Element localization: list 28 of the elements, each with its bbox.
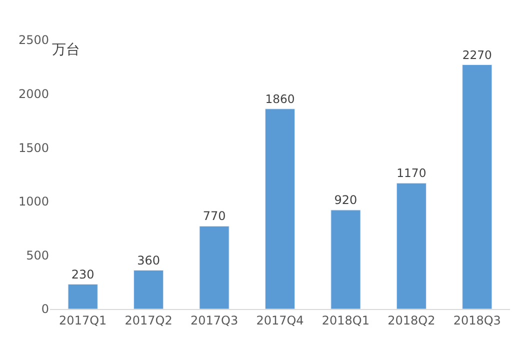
x-tick-label: 2018Q3 xyxy=(453,313,501,328)
data-label: 230 xyxy=(71,267,94,282)
bar xyxy=(199,226,230,309)
bar xyxy=(330,210,361,309)
data-label: 360 xyxy=(137,253,160,268)
x-tick-label: 2017Q3 xyxy=(190,313,238,328)
y-tick-label: 2500 xyxy=(18,33,49,48)
y-tick-label: 2000 xyxy=(18,87,49,101)
x-tick-label: 2018Q1 xyxy=(322,313,370,328)
y-tick-label: 500 xyxy=(26,248,49,262)
x-tick-label: 2017Q1 xyxy=(59,313,107,328)
y-axis-title: 万台 xyxy=(52,42,80,58)
bar xyxy=(134,270,164,309)
data-label: 1860 xyxy=(265,92,295,106)
x-tick-label: 2018Q2 xyxy=(388,313,436,328)
bar xyxy=(264,108,296,309)
x-tick-label: 2017Q2 xyxy=(124,313,172,328)
y-tick-label: 1500 xyxy=(18,140,49,155)
x-tick-label: 2017Q4 xyxy=(256,313,304,328)
data-label: 1170 xyxy=(396,166,426,180)
bar xyxy=(396,182,426,309)
bar xyxy=(462,64,492,309)
y-tick-label: 1000 xyxy=(18,194,49,209)
data-label: 770 xyxy=(202,209,226,224)
data-label: 920 xyxy=(334,193,358,208)
data-label: 2270 xyxy=(462,48,492,62)
y-tick-label: 0 xyxy=(41,302,49,316)
bar xyxy=(68,284,98,309)
